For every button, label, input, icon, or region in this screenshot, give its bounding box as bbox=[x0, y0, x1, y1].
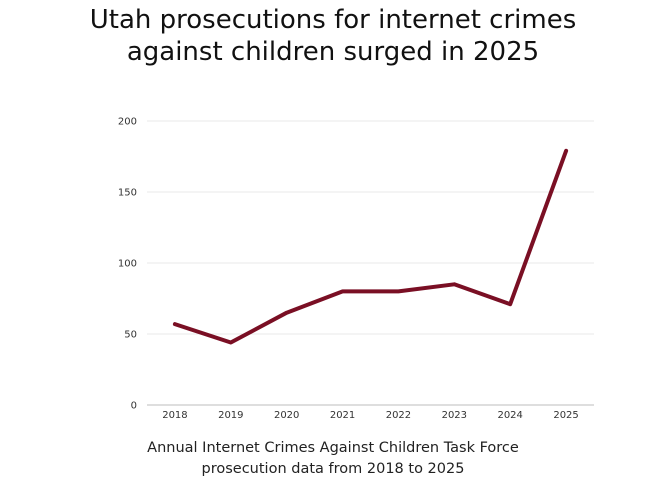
chart-title: Utah prosecutions for internet crimes ag… bbox=[0, 4, 666, 68]
y-tick-label-0: 0 bbox=[131, 401, 137, 412]
x-tick-label-2019: 2019 bbox=[218, 410, 243, 421]
x-tick-label-2025: 2025 bbox=[553, 410, 578, 421]
x-tick-label-2018: 2018 bbox=[162, 410, 187, 421]
x-tick-label-2020: 2020 bbox=[274, 410, 299, 421]
series-line-0 bbox=[172, 148, 569, 345]
y-tick-label-100: 100 bbox=[118, 259, 137, 270]
y-tick-label-50: 50 bbox=[124, 330, 137, 341]
chart-title-line-1: Utah prosecutions for internet crimes bbox=[89, 5, 577, 35]
chart-caption-line-2: prosecution data from 2018 to 2025 bbox=[201, 461, 465, 477]
line-chart: 0 50 100 150 200 2018 2019 2020 2021 2022 2023 2024… bbox=[118, 117, 594, 421]
y-tick-label-150: 150 bbox=[118, 188, 137, 199]
chart-caption-line-1: Annual Internet Crimes Against Children … bbox=[147, 440, 519, 456]
chart-title-line-2: against children surged in 2025 bbox=[126, 37, 540, 67]
chart-caption: Annual Internet Crimes Against Children … bbox=[0, 438, 666, 480]
x-tick-label-2022: 2022 bbox=[386, 410, 411, 421]
x-tick-label-2024: 2024 bbox=[497, 410, 522, 421]
y-tick-label-200: 200 bbox=[118, 117, 137, 128]
x-tick-label-2021: 2021 bbox=[330, 410, 355, 421]
x-tick-label-2023: 2023 bbox=[442, 410, 467, 421]
